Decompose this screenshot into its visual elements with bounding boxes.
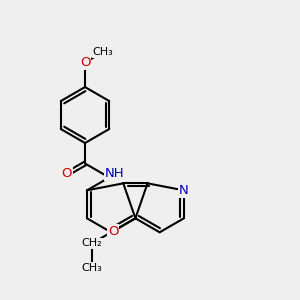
Text: CH₃: CH₃	[93, 47, 114, 57]
Text: CH₃: CH₃	[81, 263, 102, 273]
Text: O: O	[80, 56, 90, 69]
Text: O: O	[108, 225, 119, 238]
Text: NH: NH	[105, 167, 124, 180]
Text: CH₂: CH₂	[82, 238, 102, 248]
Text: N: N	[179, 184, 189, 197]
Text: O: O	[61, 167, 72, 181]
